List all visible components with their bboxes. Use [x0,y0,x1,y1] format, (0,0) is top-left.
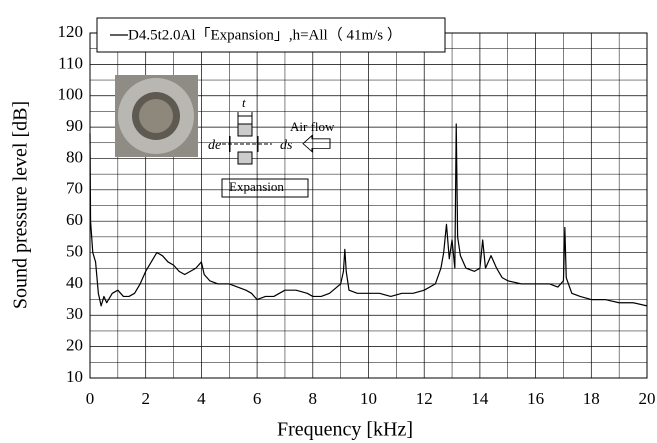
inset-label: ds [280,138,293,153]
x-axis-label: Frequency [kHz] [277,419,413,441]
plot-area [89,123,648,307]
y-tick-label: 80 [66,147,83,166]
y-tick-label: 70 [66,179,83,198]
inset-diagram [221,112,331,198]
flow-arrow [302,134,331,153]
x-tick-label: 14 [471,389,489,408]
legend-box [96,17,446,53]
y-tick-label: 60 [66,210,83,229]
plate-top [237,123,253,137]
x-tick-label: 20 [639,389,656,408]
data-line [89,123,648,307]
y-tick-label: 110 [58,53,83,72]
inset-label: de [208,138,221,153]
x-tick-label: 18 [583,389,600,408]
grid [89,32,648,379]
x-tick-label: 4 [197,389,206,408]
x-tick-label: 0 [86,389,95,408]
caption-box [221,178,309,198]
y-tick-label: 10 [66,367,83,386]
y-tick-label: 20 [66,336,83,355]
inset-label: Air flow [290,119,335,134]
x-tick-label: 16 [527,389,544,408]
photo-plate [139,99,173,133]
inset-label: t [242,95,246,110]
y-tick-label: 120 [58,22,84,41]
x-tick-label: 2 [141,389,150,408]
x-tick-label: 12 [416,389,433,408]
legend-label: D4.5t2.0Al「Expansion」,h=All（ 41m/s ） [128,26,402,43]
y-tick-label: 90 [66,116,83,135]
y-tick-label: 40 [66,273,83,292]
y-tick-label: 100 [58,85,84,104]
y-tick-label: 30 [66,304,83,323]
y-axis-label: Sound pressure level [dB] [10,101,32,309]
plate-bottom [237,151,253,165]
x-tick-label: 10 [360,389,377,408]
inset-photo [115,75,198,157]
inset-caption: Expansion [229,179,284,194]
x-tick-label: 6 [253,389,262,408]
x-tick-label: 8 [309,389,318,408]
y-tick-label: 50 [66,241,83,260]
